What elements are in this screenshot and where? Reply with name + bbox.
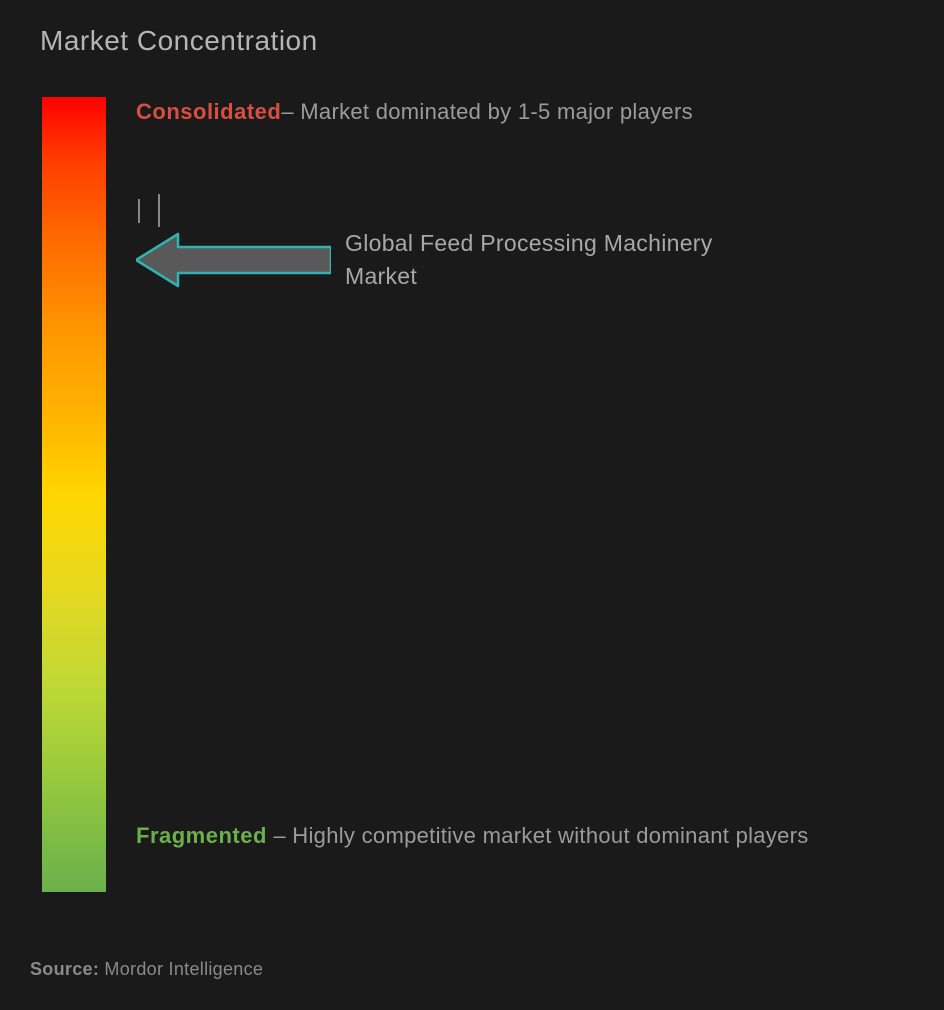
arrow-left-icon	[136, 232, 331, 288]
consolidated-label: Consolidated– Market dominated by 1-5 ma…	[136, 91, 884, 133]
consolidated-keyword: Consolidated	[136, 99, 281, 124]
tick-mark	[158, 194, 160, 227]
fragmented-keyword: Fragmented	[136, 823, 267, 848]
fragmented-label: Fragmented – Highly competitive market w…	[136, 811, 884, 862]
source-label: Source:	[30, 959, 99, 979]
source-value: Mordor Intelligence	[99, 959, 263, 979]
market-name-label: Global Feed Processing Machinery Market	[345, 227, 765, 294]
fragmented-description: – Highly competitive market without domi…	[267, 823, 809, 848]
concentration-gradient-bar	[42, 97, 106, 892]
market-position-marker: Global Feed Processing Machinery Market	[136, 227, 765, 294]
labels-column: Consolidated– Market dominated by 1-5 ma…	[136, 97, 904, 892]
consolidated-description: – Market dominated by 1-5 major players	[281, 99, 693, 124]
tick-marks	[138, 194, 160, 227]
tick-mark	[138, 199, 140, 223]
chart-area: Consolidated– Market dominated by 1-5 ma…	[40, 97, 904, 907]
chart-title: Market Concentration	[40, 25, 904, 57]
infographic-container: Market Concentration Consolidated– Marke…	[0, 0, 944, 1010]
source-attribution: Source: Mordor Intelligence	[30, 959, 263, 980]
